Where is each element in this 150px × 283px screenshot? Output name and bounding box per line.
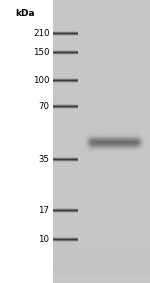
- Text: 17: 17: [39, 206, 50, 215]
- Text: 150: 150: [33, 48, 50, 57]
- Text: 35: 35: [39, 155, 50, 164]
- Text: 100: 100: [33, 76, 50, 85]
- Text: 10: 10: [39, 235, 50, 244]
- Bar: [0, 0, 53, 283]
- Text: 70: 70: [39, 102, 50, 111]
- Text: kDa: kDa: [16, 9, 35, 18]
- Text: 210: 210: [33, 29, 50, 38]
